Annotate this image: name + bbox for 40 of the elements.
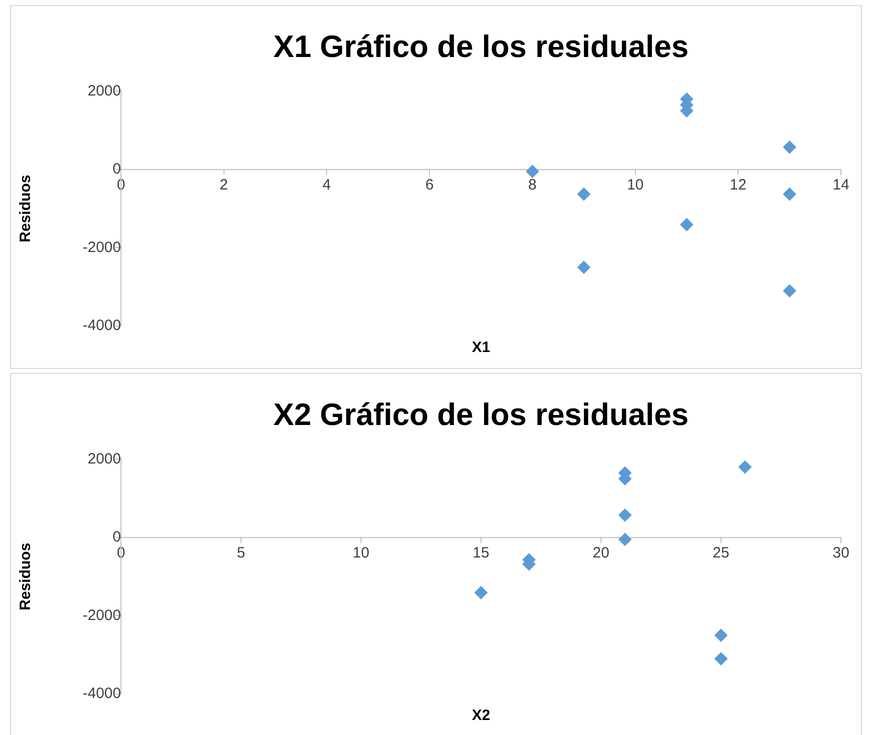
y-tick-label: -4000 (82, 317, 121, 334)
y-tick-label: 0 (112, 528, 121, 546)
chart-title: X1 Gráfico de los residuales (273, 29, 689, 64)
point (474, 586, 488, 600)
x-tick-label: 14 (832, 176, 850, 194)
point (577, 188, 590, 201)
point (783, 140, 796, 154)
point (618, 532, 632, 546)
x-tick-label: 25 (712, 544, 730, 562)
x-tick-label: 2 (220, 176, 228, 194)
point (680, 218, 694, 232)
point (577, 260, 590, 274)
x-tick-label: 4 (322, 176, 331, 194)
y-tick-label: -2000 (82, 606, 121, 624)
x-tick-label: 8 (528, 176, 537, 194)
point (783, 284, 796, 298)
x-tick-label: 15 (472, 544, 490, 562)
point (738, 460, 752, 474)
x-tick-label: 6 (425, 176, 434, 194)
x-tick-label: 12 (730, 176, 746, 194)
y-axis-title: Residuos (17, 542, 34, 610)
x-tick-label: 5 (236, 544, 246, 562)
y-tick-label: -4000 (82, 685, 121, 702)
point (714, 628, 728, 642)
y-tick-label: -2000 (82, 238, 121, 256)
y-axis-title: Residuos (17, 174, 34, 242)
y-tick-label: 0 (112, 160, 121, 178)
y-tick-label: 2000 (88, 450, 121, 468)
point (526, 164, 539, 178)
x-tick-label: 30 (832, 544, 850, 562)
point (618, 508, 632, 522)
y-tick-label: 2000 (88, 82, 121, 100)
point (783, 188, 796, 201)
x-axis-title: X2 (472, 707, 490, 724)
x-tick-label: 10 (626, 176, 644, 194)
x-tick-label: 20 (592, 544, 610, 562)
x-axis-title: X1 (472, 339, 490, 356)
chart-title: X2 Gráfico de los residuales (273, 397, 689, 432)
point (714, 652, 728, 666)
x-tick-label: 10 (352, 544, 370, 562)
